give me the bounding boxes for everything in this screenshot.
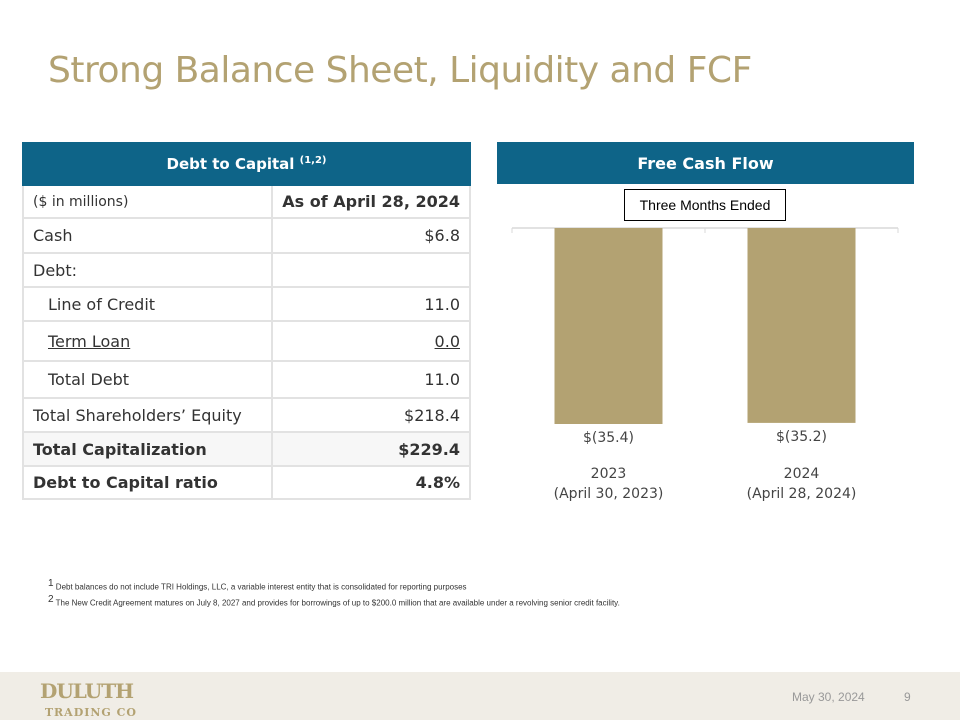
table-row: Line of Credit 11.0 bbox=[21, 286, 471, 322]
footnote: 1 Debt balances do not include TRI Holdi… bbox=[48, 578, 467, 592]
table-row: Cash $6.8 bbox=[21, 217, 471, 254]
table-row: Total Capitalization $229.4 bbox=[21, 431, 471, 467]
col-value: As of April 28, 2024 bbox=[271, 184, 471, 219]
page-title: Strong Balance Sheet, Liquidity and FCF bbox=[48, 50, 752, 91]
footnote: 2 The New Credit Agreement matures on Ju… bbox=[48, 593, 620, 608]
chart-subtitle: Three Months Ended bbox=[624, 189, 786, 221]
footer bbox=[0, 672, 960, 720]
table-row: Debt to Capital ratio 4.8% bbox=[21, 465, 471, 500]
chart-title: Free Cash Flow bbox=[497, 142, 914, 184]
col-label: ($ in millions) bbox=[21, 184, 274, 219]
category-label: 2023 bbox=[591, 466, 627, 482]
category-label: 2024 bbox=[784, 466, 820, 482]
table-header: Debt to Capital (1,2) bbox=[22, 142, 471, 186]
page-number: 9 bbox=[904, 690, 911, 704]
table-row: Term Loan 0.0 bbox=[21, 320, 471, 362]
category-sublabel: (April 28, 2024) bbox=[747, 486, 857, 502]
table-row: Debt: bbox=[21, 252, 471, 288]
table-row: Total Shareholders’ Equity $218.4 bbox=[21, 397, 471, 433]
footnotes: 1 Debt balances do not include TRI Holdi… bbox=[48, 578, 620, 609]
bar bbox=[554, 228, 663, 424]
footer-date: May 30, 2024 bbox=[792, 690, 865, 704]
data-label: $(35.4) bbox=[583, 430, 634, 446]
table-row: Total Debt 11.0 bbox=[21, 360, 471, 399]
category-sublabel: (April 30, 2023) bbox=[554, 486, 664, 502]
data-label: $(35.2) bbox=[776, 429, 827, 445]
debt-to-capital-table: Debt to Capital (1,2) ($ in millions) As … bbox=[21, 142, 471, 500]
company-logo: DULUTH TRADING CO bbox=[40, 679, 137, 719]
bar bbox=[747, 228, 856, 423]
